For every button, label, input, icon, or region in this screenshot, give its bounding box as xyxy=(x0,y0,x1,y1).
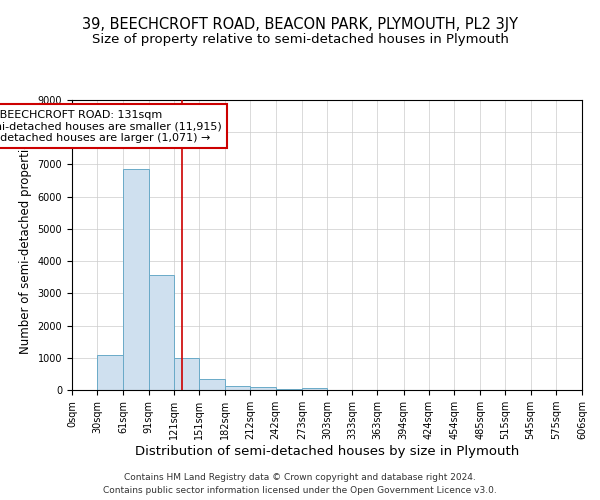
Bar xyxy=(302,388,327,390)
Bar xyxy=(199,380,225,390)
Bar xyxy=(275,389,302,390)
Bar xyxy=(174,358,199,390)
Text: 39, BEECHCROFT ROAD, BEACON PARK, PLYMOUTH, PL2 3JY: 39, BEECHCROFT ROAD, BEACON PARK, PLYMOU… xyxy=(82,18,518,32)
Bar xyxy=(124,170,149,390)
X-axis label: Distribution of semi-detached houses by size in Plymouth: Distribution of semi-detached houses by … xyxy=(135,445,519,458)
Bar xyxy=(97,354,124,390)
Text: 39 BEECHCROFT ROAD: 131sqm
← 92% of semi-detached houses are smaller (11,915)
8%: 39 BEECHCROFT ROAD: 131sqm ← 92% of semi… xyxy=(0,110,222,143)
Bar xyxy=(225,386,250,390)
Bar xyxy=(149,274,174,390)
Text: Contains HM Land Registry data © Crown copyright and database right 2024.
Contai: Contains HM Land Registry data © Crown c… xyxy=(103,474,497,495)
Y-axis label: Number of semi-detached properties: Number of semi-detached properties xyxy=(19,136,32,354)
Bar xyxy=(250,387,275,390)
Text: Size of property relative to semi-detached houses in Plymouth: Size of property relative to semi-detach… xyxy=(92,32,508,46)
